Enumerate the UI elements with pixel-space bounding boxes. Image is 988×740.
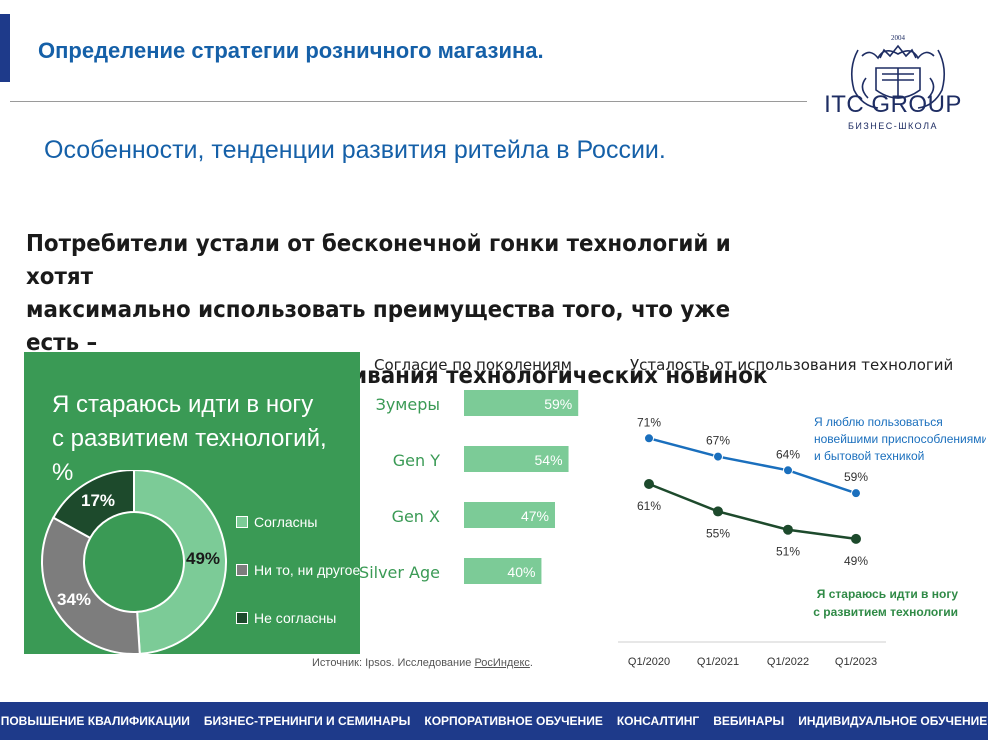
source-link[interactable]: РосИндекс (474, 657, 530, 669)
x-tick-label: Q1/2021 (697, 656, 739, 668)
footer-link-consulting[interactable]: КОНСАЛТИНГ (616, 714, 700, 728)
point-value-label: 64% (776, 447, 800, 461)
headline-line: Потребители устали от бесконечной гонки … (26, 231, 731, 290)
footer-link-corporate[interactable]: КОРПОРАТИВНОЕ ОБУЧЕНИЕ (424, 714, 603, 728)
bar-value-label: 59% (544, 396, 572, 412)
x-tick-label: Q1/2020 (628, 656, 670, 668)
legend-label: Не согласны (254, 610, 337, 626)
series-point (851, 533, 861, 544)
bar-category-label: Зумеры (376, 395, 440, 414)
bar (464, 446, 569, 472)
series-line (648, 482, 857, 541)
legend-label: Согласны (254, 514, 318, 530)
donut-chart-title: Я стараюсь идти в ногу с развитием техно… (52, 388, 352, 490)
series-point (713, 451, 723, 462)
series-point (644, 479, 654, 489)
legend-neutral: Ни то, ни другое (236, 562, 360, 578)
legend-label: Ни то, ни другое (254, 562, 361, 578)
point-value-label: 55% (706, 526, 730, 540)
logo-year: 2004 (891, 34, 906, 42)
footer-nav: ПОВЫШЕНИЕ КВАЛИФИКАЦИИ БИЗНЕС-ТРЕНИНГИ И… (0, 702, 988, 740)
footer-link-webinars[interactable]: ВЕБИНАРЫ (713, 714, 785, 728)
footer-link-trainings[interactable]: БИЗНЕС-ТРЕНИНГИ И СЕМИНАРЫ (203, 714, 411, 728)
legend-agree: Согласны (236, 514, 317, 530)
headline-line: максимально использовать преимущества то… (26, 297, 731, 356)
legend-swatch-agree (236, 516, 248, 528)
point-value-label: 51% (776, 545, 800, 559)
left-accent-bar (0, 14, 10, 82)
x-tick-label: Q1/2022 (767, 656, 809, 668)
bar-category-label: Silver Age (360, 563, 440, 582)
donut-value-label: 17% (81, 491, 115, 510)
series-name-label: новейшими приспособлениями (814, 432, 986, 446)
series-point (713, 506, 723, 517)
series-point (851, 488, 861, 499)
series-point (783, 524, 793, 535)
donut-value-label: 34% (57, 590, 91, 609)
series-point (783, 465, 793, 476)
bar (464, 558, 542, 584)
header-divider (10, 101, 807, 102)
series-name-label: с развитием технологии (813, 605, 958, 619)
donut-value-label: 49% (186, 549, 220, 568)
legend-disagree: Не согласны (236, 610, 336, 626)
point-value-label: 67% (706, 434, 730, 448)
source-end: . (529, 657, 533, 669)
page-subtitle: Особенности, тенденции развития ритейла … (44, 136, 666, 164)
generation-bar-chart: Зумеры 59% Gen Y 54% Gen X 47% Silver Age 40% (360, 390, 579, 584)
point-value-label: 61% (637, 499, 661, 513)
source-text: Источник: Ipsos. Исследование (312, 657, 475, 669)
bar-value-label: 47% (521, 508, 549, 524)
line-chart-title: Усталость от использования технологий (630, 356, 954, 374)
logo-name: ITC GROUP (824, 91, 962, 118)
bar (464, 502, 555, 528)
bar-chart-title: Согласие по поколениям (374, 356, 572, 374)
series-name-label: Я стараюсь идти в ногу (817, 587, 959, 601)
x-tick-label: Q1/2023 (835, 656, 877, 668)
donut-slice (41, 516, 141, 655)
donut-title-line: с развитием технологий, % (52, 425, 327, 486)
bar-category-label: Gen X (392, 507, 440, 526)
bar-category-label: Gen Y (393, 451, 440, 470)
legend-swatch-disagree (236, 612, 248, 624)
page-title: Определение стратегии розничного магазин… (38, 38, 544, 63)
footer-link-qualification[interactable]: ПОВЫШЕНИЕ КВАЛИФИКАЦИИ (0, 714, 190, 728)
donut-title-line: Я стараюсь идти в ногу (52, 391, 314, 418)
bar (464, 390, 579, 416)
donut-slice (52, 470, 135, 540)
footer-link-individual[interactable]: ИНДИВИДУАЛЬНОЕ ОБУЧЕНИЕ (798, 714, 988, 728)
bar-value-label: 54% (535, 452, 563, 468)
series-line (648, 437, 857, 495)
logo-tagline: БИЗНЕС-ШКОЛА (847, 121, 938, 131)
point-value-label: 49% (844, 554, 868, 568)
trend-line-chart: Q1/2020 Q1/2021 Q1/2022 Q1/2023 71% 67% 64% 59%… (618, 415, 986, 668)
series-name-label: Я люблю пользоваться (814, 415, 943, 429)
legend-swatch-neutral (236, 564, 248, 576)
donut-slice (133, 470, 227, 655)
point-value-label: 71% (637, 415, 661, 429)
donut-chart: 49% 34% 17% (41, 470, 227, 655)
source-note: Источник: Ipsos. Исследование РосИндекс. (312, 657, 533, 669)
itc-group-logo: 2004 (850, 34, 946, 109)
series-point (644, 433, 654, 444)
series-name-label: и бытовой техникой (814, 449, 924, 463)
bar-value-label: 40% (507, 564, 535, 580)
point-value-label: 59% (844, 470, 868, 484)
